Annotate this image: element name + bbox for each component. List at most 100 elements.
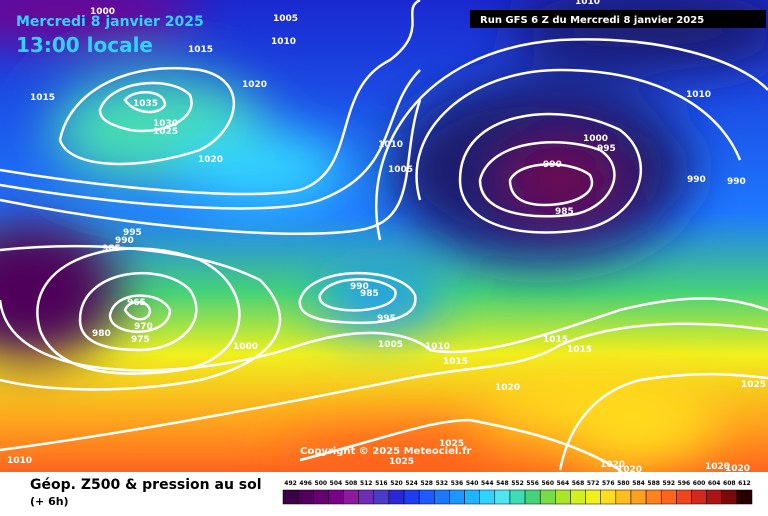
- isobar-label: 985: [555, 207, 574, 217]
- legend-swatch: [282, 489, 299, 505]
- legend-swatch: [615, 489, 632, 505]
- legend-label: 540: [466, 480, 479, 487]
- legend-swatch: [524, 489, 541, 505]
- legend-swatch: [358, 489, 375, 505]
- legend-label: 492: [284, 480, 297, 487]
- legend-label: 556: [526, 480, 539, 487]
- isobar-label: 1000: [583, 134, 608, 144]
- legend-swatch: [585, 489, 601, 505]
- legend-label: 512: [360, 480, 373, 487]
- isobar-label: 1010: [425, 342, 450, 352]
- isobar-label: 1010: [7, 456, 32, 466]
- legend-swatch: [600, 489, 617, 505]
- legend-label: 560: [541, 480, 554, 487]
- isobar-label: 1000: [233, 342, 258, 352]
- legend-swatch: [434, 489, 450, 505]
- isobar-label: 1020: [198, 155, 223, 165]
- isobar-label: 1020: [705, 462, 730, 472]
- legend-label: 532: [436, 480, 449, 487]
- legend-label: 504: [330, 480, 343, 487]
- isobar-label: 1025: [439, 439, 464, 449]
- isobar-label: 1020: [495, 383, 520, 393]
- legend-swatch: [630, 489, 647, 505]
- isobar-label: 995: [597, 144, 616, 154]
- isobar-label: 1025: [389, 457, 414, 467]
- isobar-label: 1035: [133, 99, 158, 109]
- isobar-label: 980: [92, 329, 111, 339]
- legend-swatch: [297, 489, 314, 505]
- caption: Géop. Z500 & pression au sol: [30, 477, 262, 493]
- isobar-label: 1015: [30, 93, 55, 103]
- isobar-label: 990: [115, 236, 134, 246]
- isobar-label: 1020: [725, 464, 750, 474]
- legend-swatch: [328, 489, 344, 505]
- legend-swatch: [403, 489, 420, 505]
- legend-swatch: [313, 489, 329, 505]
- legend-swatch: [373, 489, 390, 505]
- legend-label: 584: [632, 480, 645, 487]
- legend-label: 612: [738, 480, 751, 487]
- legend-swatch: [676, 489, 692, 505]
- isobar-label: 1005: [388, 165, 413, 175]
- legend-swatch: [660, 489, 677, 505]
- isobar-label: 1015: [567, 345, 592, 355]
- legend-swatch: [706, 489, 722, 505]
- legend-label: 592: [663, 480, 676, 487]
- legend-swatch: [555, 489, 571, 505]
- legend-label: 564: [557, 480, 570, 487]
- isobar-label: 1010: [271, 37, 296, 47]
- map-field: Run GFS 6 Z du Mercredi 8 janvier 2025 M…: [0, 0, 768, 475]
- step: (+ 6h): [30, 495, 69, 508]
- legend-label: 524: [405, 480, 418, 487]
- legend-swatch: [388, 489, 405, 505]
- legend-label: 528: [420, 480, 433, 487]
- legend-swatch: [509, 489, 526, 505]
- legend-label: 552: [511, 480, 524, 487]
- isobar-label: 990: [687, 175, 706, 185]
- legend-swatch: [449, 489, 465, 505]
- legend: 492 496 500 504 508 512 516 520 524 528 532 536 540 5…: [282, 480, 753, 505]
- isobar-label: 985: [102, 244, 121, 254]
- legend-label: 604: [708, 480, 721, 487]
- isobar-label: 990: [350, 282, 369, 292]
- legend-label: 568: [572, 480, 585, 487]
- isobar-label: 1005: [378, 340, 403, 350]
- isobar-label: 1010: [686, 90, 711, 100]
- run-banner: [470, 10, 766, 28]
- map-time: 13:00 locale: [16, 33, 153, 57]
- legend-swatch: [539, 489, 556, 505]
- isobar-label: 975: [131, 335, 150, 345]
- legend-label: 544: [481, 480, 494, 487]
- copyright: Copyright © 2025 Meteociel.fr: [300, 446, 471, 457]
- isobar-label: 995: [377, 314, 396, 324]
- isobar-label: 1000: [90, 7, 115, 17]
- legend-swatch: [464, 489, 480, 505]
- map-date: Mercredi 8 janvier 2025: [16, 14, 204, 30]
- isobar-label: 985: [360, 289, 379, 299]
- legend-swatch: [570, 489, 586, 505]
- legend-swatch: [721, 489, 738, 505]
- legend-label: 596: [678, 480, 691, 487]
- isobar-label: 1025: [741, 380, 766, 390]
- isobar-label: 1010: [575, 0, 600, 7]
- legend-label: 608: [723, 480, 736, 487]
- legend-label: 600: [693, 480, 706, 487]
- isobar-label: 1020: [600, 460, 625, 470]
- legend-swatch: [343, 489, 359, 505]
- legend-label: 580: [617, 480, 630, 487]
- isobars: [0, 0, 768, 470]
- isobar-label: 1010: [378, 140, 403, 150]
- isobar-label: 1030: [153, 119, 178, 129]
- legend-swatch: [479, 489, 496, 505]
- legend-label: 588: [647, 480, 660, 487]
- legend-label: 496: [299, 480, 312, 487]
- isobar-label: 970: [134, 322, 153, 332]
- isobar-label: 965: [127, 298, 146, 308]
- isobar-label: 1025: [153, 127, 178, 137]
- legend-swatch: [418, 489, 435, 505]
- legend-label: 500: [315, 480, 328, 487]
- isobar-label: 1020: [617, 465, 642, 475]
- legend-swatch: [691, 489, 707, 505]
- isobar-label: 990: [727, 177, 746, 187]
